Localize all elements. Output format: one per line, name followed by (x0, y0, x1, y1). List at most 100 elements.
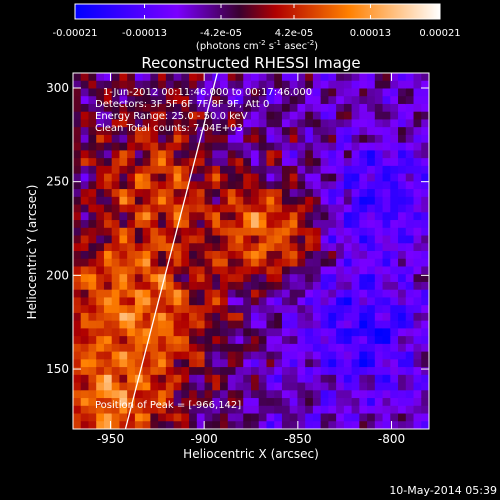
heatmap-cell (359, 204, 368, 213)
heatmap-cell (189, 88, 198, 97)
heatmap-cell (88, 374, 97, 384)
heatmap-cell (328, 421, 337, 429)
heatmap-cell (196, 297, 206, 306)
heatmap-cell (328, 204, 337, 213)
heatmap-cell (134, 196, 144, 206)
heatmap-cell (413, 142, 422, 151)
heatmap-cell (274, 165, 283, 175)
heatmap-cell (80, 336, 90, 345)
heatmap-cell (204, 150, 213, 159)
heatmap-cell (398, 142, 407, 151)
heatmap-cell (359, 181, 368, 190)
heatmap-cell (336, 165, 345, 175)
heatmap-cell (398, 328, 407, 337)
heatmap-cell (88, 367, 97, 376)
heatmap-cell (103, 173, 113, 182)
heatmap-cell (382, 343, 391, 353)
heatmap-cell (127, 351, 136, 360)
heatmap-cell (343, 367, 353, 376)
heatmap-cell (405, 134, 415, 144)
heatmap-cell (150, 297, 159, 306)
heatmap-cell (367, 196, 376, 206)
heatmap-cell (336, 227, 345, 237)
heatmap-cell (88, 297, 97, 306)
heatmap-cell (398, 405, 407, 415)
heatmap-cell (243, 142, 252, 151)
heatmap-cell (258, 196, 268, 206)
heatmap-cell (289, 405, 299, 415)
heatmap-cell (297, 367, 306, 376)
heatmap-cell (119, 235, 128, 244)
heatmap-cell (181, 328, 190, 337)
heatmap-cell (212, 103, 221, 113)
heatmap-cell (374, 204, 384, 213)
heatmap-cell (289, 196, 299, 206)
heatmap-cell (390, 251, 399, 260)
heatmap-cell (281, 390, 291, 399)
heatmap-cell (312, 359, 322, 368)
heatmap-cell (227, 351, 237, 360)
heatmap-cell (196, 134, 206, 144)
heatmap-cell (289, 111, 299, 121)
heatmap-cell (204, 367, 213, 376)
heatmap-cell (312, 390, 322, 399)
heatmap-cell (88, 405, 97, 415)
heatmap-cell (382, 235, 391, 244)
heatmap-cell (359, 220, 368, 229)
heatmap-cell (258, 281, 268, 291)
heatmap-cell (127, 88, 136, 97)
heatmap-cell (235, 405, 244, 415)
heatmap-cell (251, 274, 260, 283)
heatmap-cell (251, 196, 260, 206)
heatmap-cell (142, 158, 151, 167)
heatmap-cell (336, 312, 345, 322)
heatmap-cell (251, 181, 260, 190)
heatmap-cell (274, 421, 283, 429)
heatmap-cell (343, 127, 353, 136)
heatmap-cell (405, 289, 415, 299)
heatmap-cell (374, 398, 384, 407)
heatmap-cell (243, 119, 252, 128)
heatmap-cell (220, 281, 229, 291)
heatmap-cell (142, 96, 151, 105)
heatmap-cell (142, 134, 151, 144)
heatmap-cell (119, 251, 128, 260)
heatmap-cell (165, 289, 175, 299)
heatmap-cell (150, 281, 159, 291)
heatmap-cell (235, 173, 244, 182)
heatmap-cell (150, 96, 159, 105)
heatmap-cell (367, 320, 376, 329)
heatmap-cell (405, 297, 415, 306)
heatmap-cell (196, 212, 206, 221)
heatmap-cell (196, 359, 206, 368)
heatmap-cell (398, 119, 407, 128)
heatmap-cell (181, 274, 190, 283)
heatmap-cell (405, 235, 415, 244)
heatmap-cell (96, 88, 105, 97)
heatmap-cell (351, 142, 360, 151)
heatmap-cell (251, 374, 260, 384)
heatmap-cell (413, 150, 422, 159)
heatmap-cell (297, 111, 306, 121)
heatmap-cell (343, 398, 353, 407)
heatmap-cell (274, 142, 283, 151)
heatmap-cell (127, 328, 136, 337)
heatmap-cell (405, 227, 415, 237)
heatmap-cell (150, 258, 159, 268)
heatmap-cell (111, 374, 121, 384)
heatmap-cell (266, 398, 275, 407)
heatmap-cell (258, 421, 268, 429)
heatmap-cell (289, 374, 299, 384)
heatmap-cell (390, 103, 399, 113)
heatmap-cell (189, 297, 198, 306)
heatmap-cell (196, 289, 206, 299)
heatmap-cell (251, 220, 260, 229)
heatmap-cell (111, 227, 121, 237)
heatmap-cell (88, 421, 97, 429)
heatmap-cell (374, 367, 384, 376)
heatmap-cell (80, 196, 90, 206)
heatmap-cell (111, 158, 121, 167)
heatmap-cell (181, 390, 190, 399)
heatmap-cell (204, 134, 213, 144)
heatmap-cell (421, 96, 429, 105)
